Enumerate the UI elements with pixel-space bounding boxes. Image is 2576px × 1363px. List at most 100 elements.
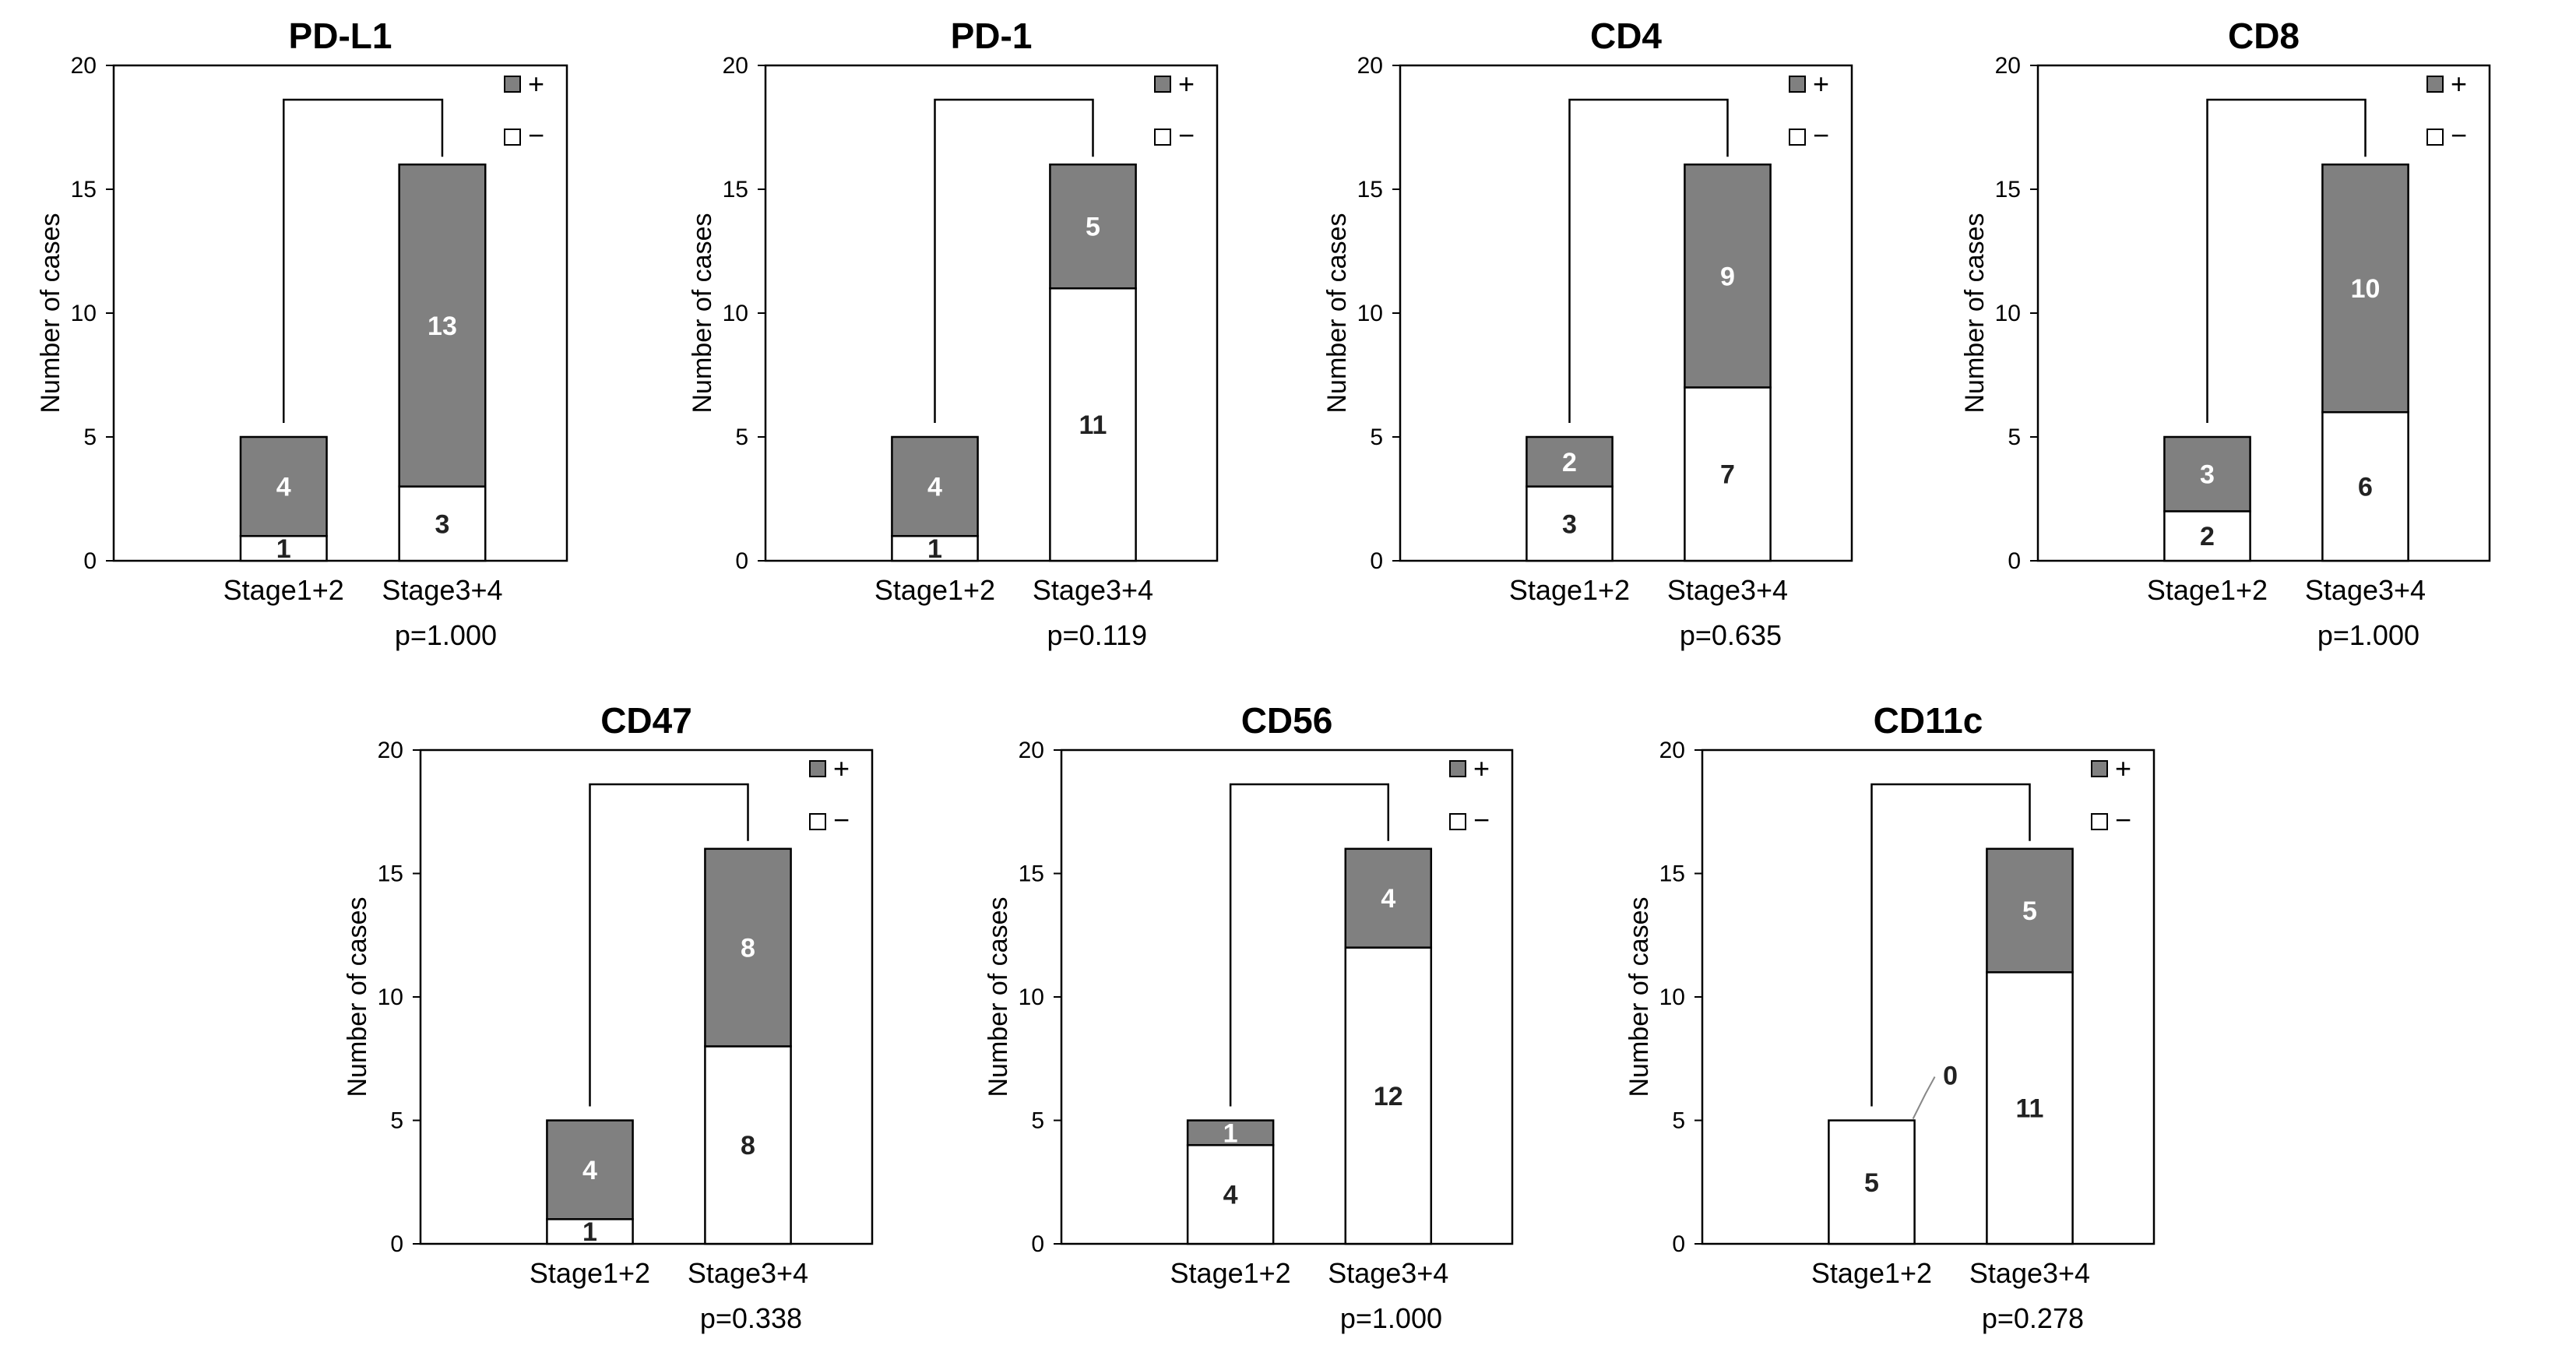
y-tick-label: 10: [1659, 984, 1685, 1010]
data-label-negative: 3: [1562, 509, 1577, 539]
chart-title: PD-L1: [289, 16, 392, 56]
legend-swatch-negative: [1449, 813, 1466, 830]
bar-segment-negative: [1986, 971, 2074, 1245]
bar-segment-positive: [1186, 1119, 1275, 1146]
y-tick-label: 20: [723, 53, 748, 79]
x-category-label: Stage1+2: [1811, 1257, 1932, 1289]
legend-swatch-positive: [1789, 76, 1806, 93]
y-tick-label: 5: [83, 424, 97, 450]
y-tick-label: 0: [390, 1231, 403, 1257]
x-category-label: Stage3+4: [1328, 1257, 1448, 1289]
plot-frame: [1060, 748, 1514, 1245]
chart-panel-5: CD56 0 5 10 15 20 Number of cases 4 1 Stage1+2 12 4…: [984, 700, 1514, 1334]
chart-panel-4: CD47 0 5 10 15 20 Number of cases 1 4 Stage1+2 8 8 S…: [343, 700, 874, 1334]
y-tick-label: 5: [1672, 1108, 1685, 1134]
data-label-negative: 1: [582, 1217, 597, 1247]
y-tick-label: 15: [71, 177, 97, 203]
legend-swatch-positive: [504, 76, 521, 93]
legend-swatch-positive: [809, 760, 826, 777]
y-axis-label: Number of cases: [36, 213, 65, 414]
legend-label-negative: −: [833, 804, 850, 836]
y-tick-label: 10: [1995, 301, 2021, 326]
data-label-positive: 13: [428, 312, 457, 341]
p-value: p=1.000: [395, 619, 497, 651]
bar-segment-positive: [704, 847, 792, 1048]
data-label-positive: 8: [741, 934, 755, 963]
data-label-positive: 0: [1943, 1062, 1958, 1091]
bar-segment-positive: [1344, 847, 1433, 949]
x-category-label: Stage1+2: [1509, 574, 1630, 606]
y-tick-label: 10: [723, 301, 748, 326]
chart-panel-3: CD8 0 5 10 15 20 Number of cases 2 3 Stage1+2 6 10 S…: [1960, 16, 2491, 651]
y-axis-label: Number of cases: [1960, 213, 1990, 414]
bar-segment-positive: [891, 435, 979, 537]
legend-swatch-positive: [1154, 76, 1171, 93]
y-tick-label: 15: [1357, 177, 1383, 203]
x-category-label: Stage1+2: [875, 574, 995, 606]
y-axis-label: Number of cases: [1322, 213, 1352, 414]
p-value: p=0.278: [1982, 1302, 2084, 1334]
x-category-label: Stage3+4: [1969, 1257, 2090, 1289]
comparison-bracket: [1870, 783, 2031, 1107]
data-label-positive: 4: [927, 473, 942, 502]
bar-segment-positive: [1526, 435, 1614, 488]
chart-title: CD56: [1241, 700, 1333, 741]
data-label-negative: 2: [2200, 522, 2215, 551]
y-tick-label: 0: [1672, 1231, 1685, 1257]
data-label-negative: 5: [1864, 1168, 1879, 1198]
data-label-positive: 10: [2351, 274, 2381, 304]
legend-swatch-positive: [2426, 76, 2444, 93]
legend-label-negative: −: [2115, 804, 2131, 836]
p-value: p=0.119: [1047, 619, 1147, 651]
bar-segment-positive: [239, 435, 328, 537]
legend-swatch-negative: [504, 129, 521, 146]
y-tick-label: 15: [1995, 177, 2021, 203]
data-label-negative: 6: [2358, 473, 2373, 502]
x-category-label: Stage3+4: [382, 574, 502, 606]
y-tick-label: 15: [1019, 861, 1044, 887]
y-tick-label: 15: [378, 861, 403, 887]
bar-segment-positive: [1049, 163, 1137, 290]
bar-segment-positive: [1986, 847, 2074, 974]
p-value: p=0.635: [1680, 619, 1782, 651]
zero-callout-line: [1912, 1076, 1936, 1119]
bar-segment-positive: [1684, 163, 1772, 389]
x-category-label: Stage1+2: [1170, 1257, 1291, 1289]
comparison-bracket: [1568, 98, 1729, 423]
legend-label-positive: +: [1473, 752, 1490, 784]
bar-segment-negative: [891, 534, 979, 562]
y-tick-label: 10: [378, 984, 403, 1010]
legend-swatch-negative: [809, 813, 826, 830]
data-label-positive: 4: [1381, 884, 1395, 914]
bar-segment-positive: [2321, 163, 2409, 414]
bar-segment-negative: [1526, 485, 1614, 562]
legend-label-negative: −: [1473, 804, 1490, 836]
bar-segment-positive: [398, 163, 487, 488]
chart-panel-1: PD-1 0 5 10 15 20 Number of cases 1 4 Stage1+2 11 5…: [688, 16, 1219, 651]
legend-label-negative: −: [528, 119, 544, 151]
legend-swatch-negative: [1789, 129, 1806, 146]
p-value: p=1.000: [2317, 619, 2419, 651]
data-label-negative: 12: [1374, 1082, 1403, 1111]
data-label-negative: 11: [2016, 1094, 2044, 1124]
comparison-bracket: [1229, 783, 1390, 1107]
chart-panel-2: CD4 0 5 10 15 20 Number of cases 3 2 Stage1+2 7 9 St…: [1322, 16, 1853, 651]
y-tick-label: 5: [390, 1108, 403, 1134]
bar-segment-negative: [239, 534, 328, 562]
legend-swatch-positive: [2091, 760, 2108, 777]
p-value: p=1.000: [1340, 1302, 1442, 1334]
legend-label-positive: +: [1813, 68, 1829, 100]
chart-panel-6: CD11c 0 5 10 15 20 Number of cases 5 0 Stage1+2 11…: [1624, 700, 2155, 1334]
data-label-negative: 1: [927, 534, 942, 564]
legend-swatch-negative: [1154, 129, 1171, 146]
y-tick-label: 5: [1031, 1108, 1044, 1134]
y-tick-label: 5: [1370, 424, 1383, 450]
legend-label-positive: +: [1178, 68, 1195, 100]
legend-swatch-positive: [1449, 760, 1466, 777]
y-tick-label: 20: [1995, 53, 2021, 79]
legend-label-positive: +: [833, 752, 850, 784]
y-tick-label: 0: [1031, 1231, 1044, 1257]
x-category-label: Stage3+4: [2305, 574, 2426, 606]
y-tick-label: 10: [1357, 301, 1383, 326]
